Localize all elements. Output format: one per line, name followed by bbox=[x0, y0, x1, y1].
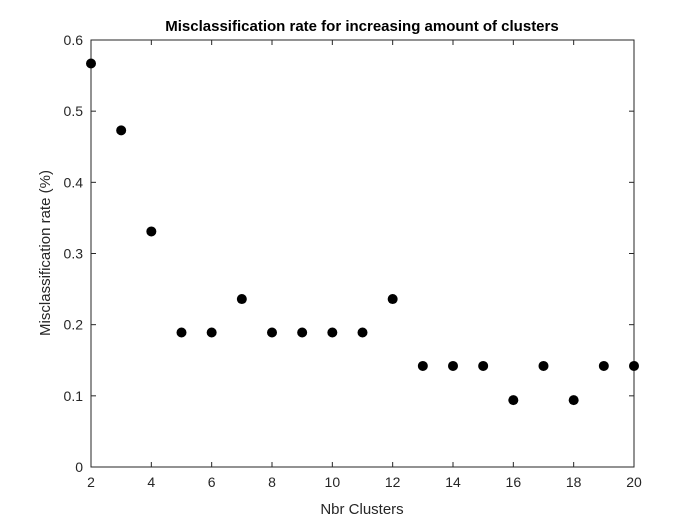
y-tick-label: 0.2 bbox=[64, 317, 84, 333]
data-point bbox=[568, 395, 579, 406]
x-tick-label: 6 bbox=[208, 474, 216, 490]
data-point bbox=[387, 294, 398, 305]
x-tick-label: 2 bbox=[87, 474, 95, 490]
x-tick-label: 4 bbox=[147, 474, 155, 490]
data-point bbox=[206, 327, 217, 338]
x-tick-label: 8 bbox=[268, 474, 276, 490]
data-point bbox=[267, 327, 277, 338]
data-point bbox=[86, 58, 96, 69]
data-point bbox=[448, 360, 458, 371]
x-tick-label: 18 bbox=[566, 474, 582, 490]
data-point bbox=[297, 327, 308, 338]
y-tick-label: 0.6 bbox=[64, 32, 84, 48]
data-point bbox=[598, 360, 609, 371]
data-point bbox=[176, 327, 187, 338]
y-tick-label: 0.3 bbox=[64, 246, 84, 262]
y-tick-label: 0.5 bbox=[64, 103, 84, 119]
x-tick-label: 12 bbox=[385, 474, 401, 490]
x-axis: 2 4 6 8 10 12 14 16 18 20 bbox=[87, 40, 642, 490]
y-tick-label: 0.1 bbox=[64, 388, 84, 404]
x-tick-label: 16 bbox=[506, 474, 522, 490]
data-point bbox=[116, 125, 127, 136]
data-point bbox=[146, 226, 157, 237]
y-tick-label: 0 bbox=[75, 459, 83, 475]
data-point bbox=[357, 327, 368, 338]
x-tick-label: 10 bbox=[325, 474, 341, 490]
x-tick-label: 14 bbox=[445, 474, 461, 490]
data-point bbox=[327, 327, 338, 338]
data-points bbox=[86, 58, 639, 406]
y-axis: 0 0.1 0.2 0.3 0.4 0.5 0.6 bbox=[64, 32, 634, 475]
y-tick-label: 0.4 bbox=[64, 174, 84, 190]
data-point bbox=[478, 360, 489, 371]
y-axis-label: Misclassification rate (%) bbox=[37, 170, 54, 336]
data-point bbox=[236, 294, 247, 305]
x-tick-label: 20 bbox=[626, 474, 642, 490]
data-point bbox=[508, 395, 519, 406]
data-point bbox=[417, 360, 428, 371]
data-point bbox=[538, 360, 549, 371]
chart-title: Misclassification rate for increasing am… bbox=[165, 18, 558, 35]
x-axis-label: Nbr Clusters bbox=[320, 501, 403, 518]
data-point bbox=[629, 360, 639, 371]
plot-area bbox=[90, 39, 635, 468]
